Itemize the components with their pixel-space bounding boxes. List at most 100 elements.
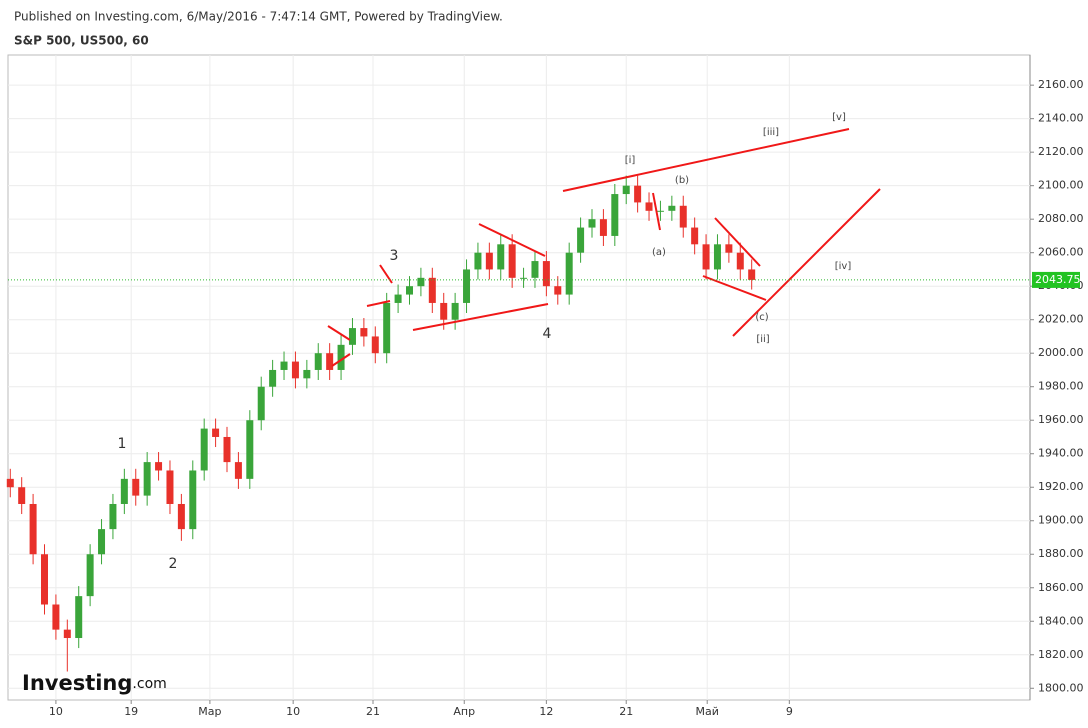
wave-label: (a) (652, 247, 666, 258)
candle-body (52, 604, 60, 630)
candle-body (337, 344, 345, 370)
y-tick-label: 2120.00 (1038, 145, 1084, 158)
candle-body (736, 252, 744, 270)
candle-body (41, 554, 48, 605)
wave-label: [i] (625, 155, 636, 166)
candle-body (451, 302, 459, 320)
candle-body (691, 227, 699, 245)
candle-body (394, 294, 402, 303)
candle-body (622, 185, 630, 195)
candle-body (417, 277, 425, 287)
trend-line (562, 128, 850, 192)
candle-body (542, 261, 550, 287)
logo-suffix: .com (132, 676, 166, 692)
trend-line (327, 325, 351, 341)
x-tick-label: 21 (619, 705, 633, 718)
y-tick-label: 1960.00 (1038, 413, 1084, 426)
candle-body (713, 244, 721, 270)
candle-body (383, 302, 391, 354)
candle-body (668, 205, 676, 211)
wave-label: [ii] (756, 334, 769, 345)
candle-body (257, 386, 265, 421)
symbol-title: S&P 500, US500, 60 (14, 34, 149, 48)
candle-body (234, 462, 242, 479)
candle-body (18, 487, 26, 504)
y-tick-label: 2080.00 (1038, 212, 1084, 225)
candle-body (29, 503, 37, 555)
x-tick-label: 19 (124, 705, 138, 718)
trend-line (732, 188, 881, 337)
published-note: Published on Investing.com, 6/May/2016 -… (14, 10, 503, 24)
candle-body (520, 277, 528, 279)
wave-label: 4 (543, 326, 552, 342)
candle-body (656, 210, 664, 212)
candle-body (303, 369, 311, 379)
candle-body (212, 428, 220, 437)
candle-body (702, 244, 710, 270)
candle-body (166, 470, 174, 504)
y-tick-label: 2100.00 (1038, 179, 1084, 192)
candle-body (269, 369, 277, 387)
candle-body (120, 478, 128, 504)
candle-body (588, 219, 596, 228)
y-tick-label: 1900.00 (1038, 514, 1084, 527)
candle-body (348, 328, 356, 345)
trend-line (366, 300, 391, 307)
x-tick-label: 21 (366, 705, 380, 718)
candle-body (634, 185, 642, 203)
candle-body (63, 629, 71, 639)
y-tick-label: 1940.00 (1038, 447, 1084, 460)
x-tick-label: 10 (286, 705, 300, 718)
y-tick-label: 1820.00 (1038, 648, 1084, 661)
wave-label: 3 (390, 248, 399, 264)
trend-line (412, 303, 549, 331)
last-price-box (1032, 271, 1080, 288)
y-tick-label: 2060.00 (1038, 246, 1084, 259)
candle-body (611, 194, 619, 236)
candle-body (508, 244, 516, 278)
candle-body (428, 277, 436, 303)
candle-body (109, 503, 117, 530)
candle-body (474, 252, 482, 270)
candle-body (86, 554, 94, 597)
candle-body (485, 252, 493, 270)
x-tick-label: Апр (453, 705, 475, 718)
candle-body (463, 269, 471, 303)
candle-body (326, 353, 334, 370)
trend-line (652, 192, 661, 231)
candle-body (132, 478, 140, 496)
y-tick-label: 2020.00 (1038, 313, 1084, 326)
wave-label: [iv] (835, 261, 852, 272)
candle-body (6, 478, 14, 488)
candle-body (291, 361, 299, 379)
candle-body (599, 219, 607, 236)
x-tick-label: 10 (49, 705, 63, 718)
wave-label: (b) (675, 175, 689, 186)
y-tick-label: 2000.00 (1038, 346, 1084, 359)
candle-body (565, 252, 573, 295)
y-tick-label: 1880.00 (1038, 547, 1084, 560)
candle-body (155, 462, 163, 471)
wave-label: 1 (118, 436, 127, 452)
candle-body (371, 336, 379, 354)
candle-body (725, 244, 733, 253)
candle-body (75, 596, 83, 639)
y-tick-label: 2140.00 (1038, 112, 1084, 125)
candle-body (280, 361, 288, 370)
y-tick-label: 2160.00 (1038, 78, 1084, 91)
y-tick-label: 1800.00 (1038, 681, 1084, 694)
logo: Investing.com (22, 671, 167, 695)
wave-lines (327, 128, 881, 367)
candle-body (554, 286, 562, 295)
candle-body (246, 420, 254, 479)
trend-line (331, 353, 351, 367)
trend-line (478, 223, 546, 257)
candle-body (406, 286, 413, 295)
candle-body (531, 261, 539, 278)
x-tick-label: 9 (786, 705, 793, 718)
x-tick-label: 12 (539, 705, 553, 718)
wave-label: [iii] (763, 127, 779, 138)
candle-body (200, 428, 208, 471)
trend-line (714, 217, 761, 267)
